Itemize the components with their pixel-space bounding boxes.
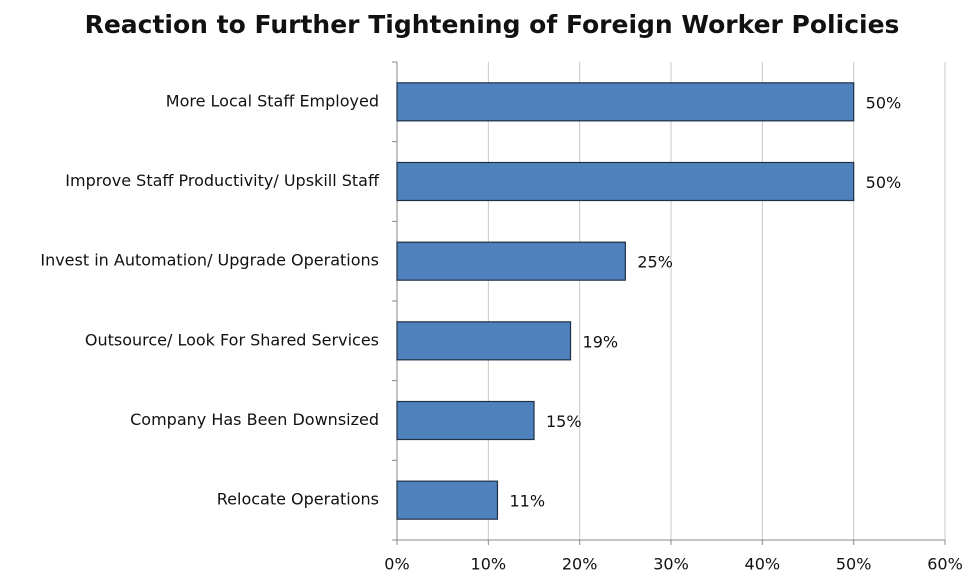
data-label: 19% bbox=[583, 332, 619, 351]
x-tick-label: 60% bbox=[927, 555, 963, 574]
bar bbox=[396, 82, 855, 122]
x-tick-label: 10% bbox=[471, 555, 507, 574]
data-label: 15% bbox=[546, 412, 582, 431]
bar bbox=[396, 321, 572, 361]
bar bbox=[396, 161, 855, 202]
y-tick-label: Outsource/ Look For Shared Services bbox=[85, 330, 379, 349]
data-label: 11% bbox=[509, 492, 545, 511]
y-tick-label: More Local Staff Employed bbox=[166, 91, 379, 110]
chart-title: Reaction to Further Tightening of Foreig… bbox=[85, 10, 900, 39]
x-tick-label: 40% bbox=[745, 555, 781, 574]
data-label: 25% bbox=[637, 253, 673, 272]
data-label: 50% bbox=[866, 93, 902, 112]
data-label: 50% bbox=[866, 173, 902, 192]
y-tick-label: Relocate Operations bbox=[217, 490, 379, 509]
y-tick-label: Invest in Automation/ Upgrade Operations bbox=[40, 251, 379, 270]
bar bbox=[396, 480, 499, 520]
bar bbox=[396, 400, 535, 441]
x-tick-label: 20% bbox=[562, 555, 598, 574]
x-tick-label: 50% bbox=[836, 555, 872, 574]
y-tick-label: Improve Staff Productivity/ Upskill Staf… bbox=[65, 171, 380, 190]
x-tick-label: 30% bbox=[653, 555, 689, 574]
y-tick-label: Company Has Been Downsized bbox=[130, 410, 379, 429]
bar bbox=[396, 241, 626, 281]
x-tick-label: 0% bbox=[384, 555, 409, 574]
